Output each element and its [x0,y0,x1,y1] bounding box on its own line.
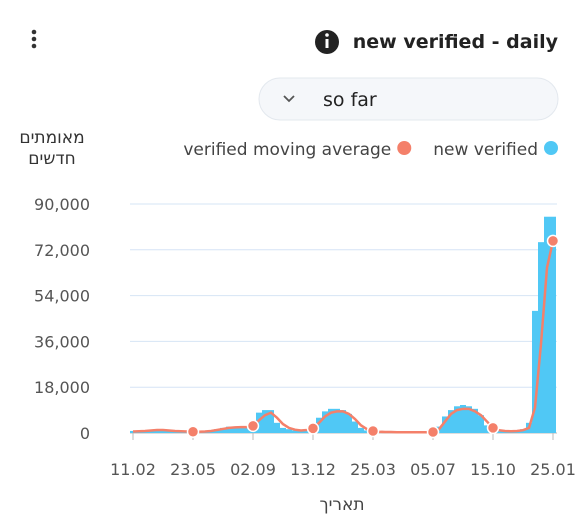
bar [280,427,286,433]
legend-label: new verified [433,140,538,160]
x-tick-label: 11.02 [110,460,156,479]
bar [268,410,274,433]
bar [496,430,502,433]
bar [334,408,340,433]
bar [226,426,232,433]
line-marker [306,422,320,435]
y-tick-label: 54,000 [34,287,90,306]
x-tick-label: 02.09 [230,460,276,479]
line-marker [486,421,500,435]
bar [130,430,136,433]
bar [316,417,322,433]
bar [292,430,298,433]
bar [220,427,226,433]
x-tick-label: 23.05 [170,460,216,479]
dropdown-value: so far [323,89,377,111]
bar [358,427,364,433]
bar [346,413,352,433]
x-tick-label: 25.03 [350,460,396,479]
chart-title: new verified - daily [353,31,559,53]
bar [448,410,454,433]
legend-marker [544,141,558,155]
x-tick-label: 25.01 [530,460,576,479]
bar [472,408,478,433]
bar [256,412,262,433]
range-dropdown[interactable] [258,77,559,121]
bar [244,426,250,433]
line-marker [246,419,260,433]
bar [232,426,238,433]
dropdown-chevron [283,95,295,103]
bar [328,408,334,433]
line [132,240,555,434]
y-tick-label: 18,000 [34,378,90,397]
line-marker [546,234,560,248]
bar [160,429,166,433]
bar [532,310,538,433]
line-marker [426,425,440,439]
bar [460,405,466,433]
bar [322,411,328,433]
bar [442,416,448,433]
menu-button[interactable] [31,29,37,49]
bar [478,415,484,433]
line-marker [186,425,200,438]
y-axis-title: מאומתים חדשים [19,128,85,169]
y-tick-label: 0 [80,424,90,443]
info-icon[interactable] [315,30,339,54]
x-tick-label: 15.10 [470,460,516,479]
x-axis-title: תאריך [319,495,364,515]
bar [274,422,280,433]
y-tick-label: 90,000 [34,195,90,214]
bar [352,421,358,433]
legend-label: verified moving average [183,140,391,160]
bar [340,410,346,433]
y-tick-label: 72,000 [34,241,90,260]
bar [298,430,304,433]
bar [544,216,550,433]
bar [238,426,244,433]
bar [262,410,268,433]
bar [550,216,556,433]
legend-marker [397,141,412,155]
x-tick-label: 13.12 [290,460,336,479]
bar [166,430,172,433]
bar [466,406,472,433]
line-marker [366,424,380,438]
y-tick-label: 36,000 [34,332,90,351]
bar [454,406,460,433]
bar [286,429,292,433]
x-tick-label: 05.07 [410,460,456,479]
